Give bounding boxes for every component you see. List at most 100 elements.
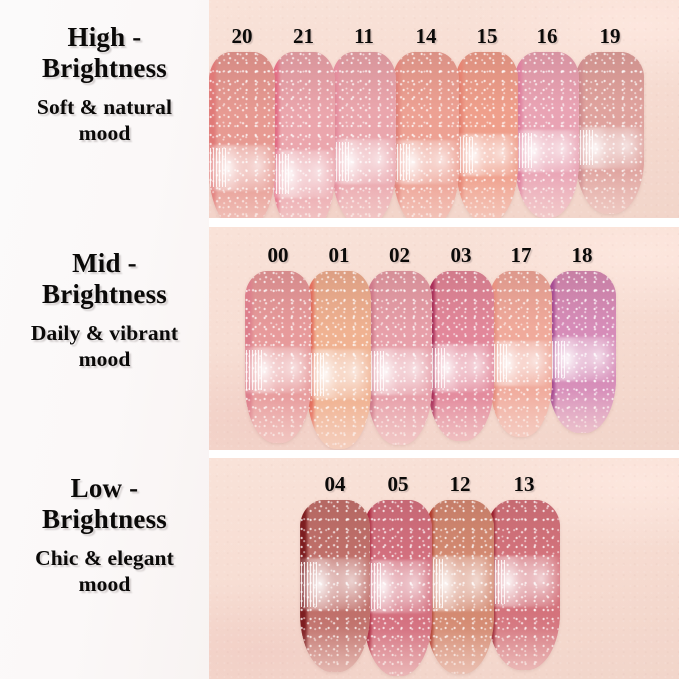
swatch-number-label: 05 bbox=[387, 472, 409, 496]
swatch-cell: 00 bbox=[245, 227, 311, 443]
swatch-comb-streaks bbox=[549, 340, 565, 378]
lip-gloss-swatch bbox=[364, 500, 432, 676]
section-title-mid-line2: Brightness bbox=[41, 279, 168, 310]
swatch-bottom-fade bbox=[490, 393, 552, 437]
lip-gloss-swatch bbox=[307, 271, 371, 449]
swatch-comb-streaks bbox=[516, 133, 532, 169]
lip-gloss-swatch bbox=[576, 52, 644, 214]
swatch-bottom-fade bbox=[548, 390, 616, 433]
swatch-comb-streaks bbox=[491, 344, 507, 383]
swatch-number-label: 02 bbox=[389, 243, 410, 267]
lip-gloss-swatch bbox=[490, 271, 552, 437]
swatch-number-label: 11 bbox=[354, 24, 374, 48]
swatch-comb-streaks bbox=[457, 137, 473, 173]
swatch-row-mid: 00 01 02 03 17 18 bbox=[245, 227, 616, 450]
lip-gloss-swatch bbox=[272, 52, 335, 218]
swatch-bottom-fade bbox=[367, 399, 432, 445]
swatch-bottom-fade bbox=[332, 180, 396, 218]
swatch-cell: 11 bbox=[332, 0, 396, 218]
section-subtitle-mid: Daily & vibrant mood bbox=[0, 320, 209, 372]
swatch-photo-low-brightness: 04 05 12 13 bbox=[209, 458, 679, 679]
lip-gloss-swatch bbox=[332, 52, 396, 218]
lip-gloss-swatch bbox=[426, 500, 494, 674]
section-subtitle-mid-line1: Daily & vibrant bbox=[30, 320, 179, 345]
swatch-cell: 21 bbox=[272, 0, 335, 218]
swatch-bottom-fade bbox=[426, 628, 494, 674]
section-label-high-brightness: High - Brightness Soft & natural mood bbox=[0, 22, 209, 146]
lip-gloss-swatch bbox=[393, 52, 459, 218]
swatch-cell: 05 bbox=[364, 458, 432, 676]
section-title-high-line1: High - bbox=[67, 22, 142, 52]
swatch-cell: 17 bbox=[490, 227, 552, 437]
section-subtitle-mid-line2: mood bbox=[78, 346, 131, 371]
lip-gloss-swatch bbox=[300, 500, 370, 672]
section-subtitle-high-line1: Soft & natural bbox=[36, 94, 173, 119]
section-subtitle-low-line2: mood bbox=[78, 571, 131, 596]
text-column: High - Brightness Soft & natural mood Mi… bbox=[0, 0, 209, 679]
swatch-number-label: 18 bbox=[571, 243, 593, 267]
swatch-bottom-fade bbox=[364, 630, 432, 676]
swatch-number-label: 20 bbox=[231, 24, 253, 48]
swatch-number-label: 12 bbox=[449, 472, 471, 496]
section-subtitle-high-line2: mood bbox=[78, 120, 131, 145]
swatch-number-label: 17 bbox=[510, 243, 532, 267]
swatch-comb-streaks bbox=[394, 143, 410, 181]
swatch-comb-streaks bbox=[333, 142, 349, 181]
swatch-comb-streaks bbox=[577, 129, 593, 166]
swatch-cell: 16 bbox=[515, 0, 579, 218]
lip-gloss-swatch bbox=[548, 271, 616, 433]
swatch-comb-streaks bbox=[368, 351, 384, 392]
swatch-number-label: 03 bbox=[450, 243, 472, 267]
section-title-low: Low - Brightness bbox=[0, 473, 209, 536]
swatch-bottom-fade bbox=[515, 174, 579, 218]
section-title-low-line2: Brightness bbox=[41, 504, 168, 535]
swatch-bottom-fade bbox=[488, 625, 560, 670]
section-subtitle-high: Soft & natural mood bbox=[0, 94, 209, 146]
swatch-cell: 19 bbox=[576, 0, 644, 214]
swatch-number-label: 00 bbox=[267, 243, 289, 267]
section-title-mid: Mid - Brightness bbox=[0, 248, 209, 311]
section-subtitle-low: Chic & elegant mood bbox=[0, 545, 209, 597]
section-label-mid-brightness: Mid - Brightness Daily & vibrant mood bbox=[0, 248, 209, 372]
swatch-row-low: 04 05 12 13 bbox=[300, 458, 560, 679]
lip-gloss-swatch bbox=[209, 52, 275, 218]
section-subtitle-low-line1: Chic & elegant bbox=[35, 545, 174, 570]
swatch-number-label: 14 bbox=[415, 24, 437, 48]
swatch-number-label: 01 bbox=[328, 243, 350, 267]
swatch-bottom-fade bbox=[209, 183, 275, 218]
lip-gloss-swatch bbox=[456, 52, 518, 218]
swatch-number-label: 04 bbox=[324, 472, 346, 496]
swatch-cell: 01 bbox=[307, 227, 371, 449]
swatch-cell: 13 bbox=[488, 458, 560, 670]
swatch-comb-streaks bbox=[246, 350, 262, 390]
swatch-bottom-fade bbox=[307, 402, 371, 449]
swatch-cell: 20 bbox=[209, 0, 275, 218]
lip-gloss-swatch bbox=[428, 271, 494, 441]
swatch-cell: 04 bbox=[300, 458, 370, 672]
swatch-row-high: 20 21 11 14 15 16 19 bbox=[209, 0, 644, 218]
swatch-cell: 15 bbox=[456, 0, 518, 218]
swatch-cell: 02 bbox=[367, 227, 432, 445]
swatch-bottom-fade bbox=[428, 396, 494, 441]
swatch-bottom-fade bbox=[272, 186, 335, 218]
swatch-cell: 14 bbox=[393, 0, 459, 218]
swatch-comb-streaks bbox=[301, 561, 317, 607]
swatch-number-label: 15 bbox=[476, 24, 498, 48]
swatch-comb-streaks bbox=[210, 148, 226, 188]
swatch-bottom-fade bbox=[300, 627, 370, 672]
swatch-comb-streaks bbox=[429, 347, 445, 389]
lip-gloss-swatch bbox=[367, 271, 432, 445]
lip-gloss-swatch bbox=[515, 52, 579, 218]
swatch-number-label: 16 bbox=[536, 24, 558, 48]
section-label-low-brightness: Low - Brightness Chic & elegant mood bbox=[0, 473, 209, 597]
section-title-high-line2: Brightness bbox=[41, 53, 168, 84]
swatch-comb-streaks bbox=[273, 153, 289, 194]
swatch-number-label: 13 bbox=[513, 472, 535, 496]
swatch-cell: 18 bbox=[548, 227, 616, 433]
lip-gloss-swatch bbox=[488, 500, 560, 670]
swatch-cell: 03 bbox=[428, 227, 494, 441]
section-title-low-line1: Low - bbox=[70, 473, 139, 503]
swatch-photo-mid-brightness: 00 01 02 03 17 18 bbox=[209, 227, 679, 450]
swatch-number-label: 19 bbox=[599, 24, 621, 48]
